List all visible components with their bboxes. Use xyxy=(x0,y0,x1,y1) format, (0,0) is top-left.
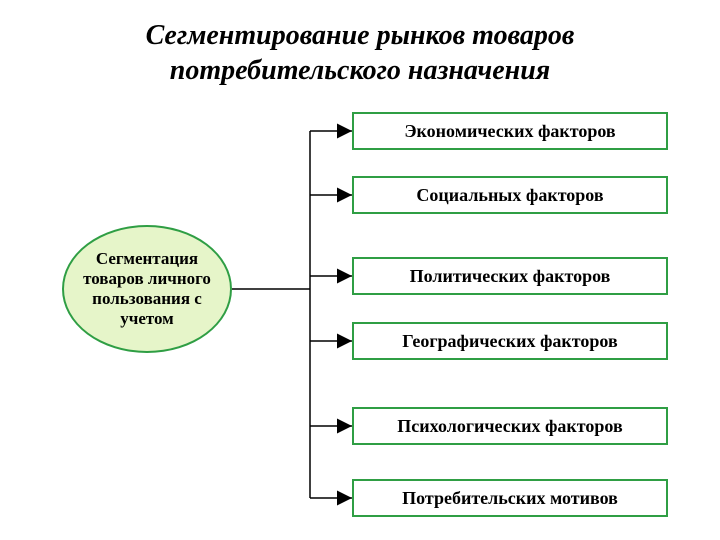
title-line-2: потребительского назначения xyxy=(0,53,720,88)
source-ellipse: Сегментация товаров личного пользования … xyxy=(62,225,232,353)
factor-label: Политических факторов xyxy=(410,266,611,287)
factor-box: Экономических факторов xyxy=(352,112,668,150)
factor-box: Потребительских мотивов xyxy=(352,479,668,517)
factor-box: Географических факторов xyxy=(352,322,668,360)
factor-label: Географических факторов xyxy=(402,331,617,352)
factor-box: Социальных факторов xyxy=(352,176,668,214)
title-line-1: Сегментирование рынков товаров xyxy=(0,18,720,53)
page-title: Сегментирование рынков товаров потребите… xyxy=(0,0,720,88)
ellipse-label: Сегментация товаров личного пользования … xyxy=(72,249,222,329)
factor-box: Психологических факторов xyxy=(352,407,668,445)
factor-label: Психологических факторов xyxy=(397,416,622,437)
factor-label: Экономических факторов xyxy=(404,121,615,142)
factor-label: Социальных факторов xyxy=(416,185,603,206)
factor-box: Политических факторов xyxy=(352,257,668,295)
factor-label: Потребительских мотивов xyxy=(402,488,618,509)
